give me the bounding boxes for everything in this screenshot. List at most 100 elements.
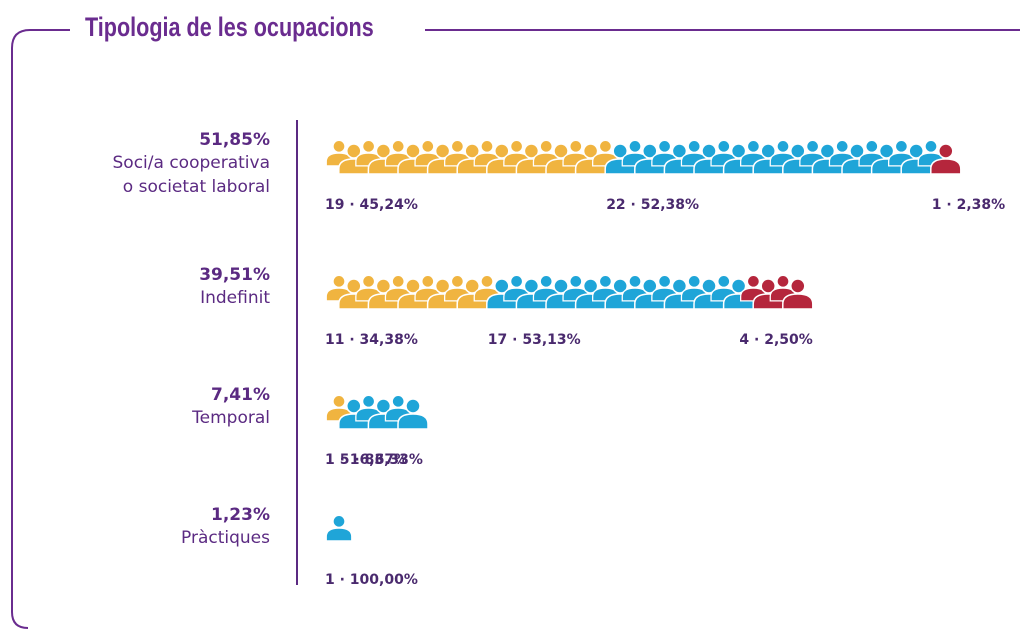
head [730,143,747,159]
head [375,278,392,294]
head [405,398,421,414]
head [362,274,376,288]
person-group [740,274,814,310]
head [332,514,346,528]
head [730,278,747,294]
head [582,143,599,159]
head [480,139,494,153]
group-label: 5 · 83,33% [340,452,423,468]
head [346,398,362,414]
head [849,143,865,159]
head [894,139,908,153]
head [746,274,760,288]
head [642,143,658,159]
row-name: Pràctiques [181,528,270,548]
head [464,143,480,159]
person-icon [858,139,886,167]
head [658,274,672,288]
head [523,278,540,294]
frame [11,29,70,629]
body [397,413,429,430]
head [776,274,790,288]
group-label: 1 · 16,67% [325,452,408,468]
head [717,274,731,288]
row-name: Temporal [191,408,270,428]
group-label: 22 · 52,38% [606,197,699,213]
head [598,274,612,288]
head [687,139,701,153]
head [701,143,717,159]
person-icon [414,139,442,167]
head [510,274,524,288]
head [405,143,421,159]
group-label: 11 · 34,38% [325,332,418,348]
person-icon [325,514,353,542]
head [450,139,464,153]
body [930,158,962,175]
head [362,394,376,408]
head [790,143,806,159]
person-group [930,143,962,175]
group-label: 4 · 2,50% [739,332,812,348]
head [924,139,938,153]
head [658,139,672,153]
head [628,274,642,288]
row-name: Indefinit [200,288,270,308]
head [421,139,435,153]
head [362,139,376,153]
head [553,278,569,294]
row-percent: 1,23% [211,505,270,525]
head [582,278,599,294]
head [539,139,553,153]
row-percent: 39,51% [199,265,270,285]
head [421,274,435,288]
head [464,278,480,294]
head [391,394,405,408]
head [865,139,879,153]
head [553,143,569,159]
head [598,139,612,153]
head [760,143,776,159]
head [908,143,924,159]
head [346,278,362,294]
person-icon [651,139,678,167]
head [642,278,658,294]
head [612,143,628,159]
group-label: 19 · 45,24% [325,197,418,213]
person-icon [693,143,725,175]
head [391,139,405,153]
head [717,139,731,153]
head [375,143,392,159]
head [434,143,451,159]
person-group [325,274,501,310]
person-icon [397,398,429,430]
person-group [604,139,945,175]
head [835,139,849,153]
head [687,274,701,288]
person-icon [930,143,962,175]
title: Tipologia de les ocupacions [85,13,374,43]
head [346,143,362,159]
head [569,274,583,288]
head [375,398,392,414]
head [776,139,790,153]
group-label: 1 · 100,00% [325,572,418,588]
person-icon [397,143,429,175]
head [494,143,510,159]
head [539,274,553,288]
person-group [338,394,429,430]
head [332,274,346,288]
head [612,278,628,294]
head [332,139,346,153]
person-icon [811,143,844,175]
person-icon [782,278,814,310]
head [510,139,524,153]
body [325,527,353,542]
person-group [325,514,353,542]
head [391,274,405,288]
head [878,143,895,159]
group-label: 17 · 53,13% [488,332,581,348]
head [806,139,820,153]
head [760,278,776,294]
